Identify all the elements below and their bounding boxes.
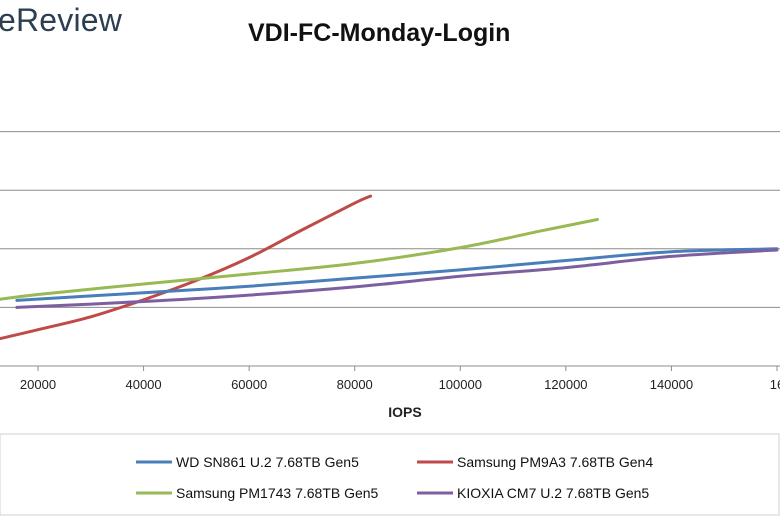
x-tick-label: 40000 [125,377,161,392]
x-tick-label: 60000 [231,377,267,392]
series-line-kioxia-cm7-u-2-7-68tb-gen5 [15,248,779,309]
legend-item-wd-sn861-u-2-7-68tb-gen5: WD SN861 U.2 7.68TB Gen5 [136,454,359,470]
legend: WD SN861 U.2 7.68TB Gen5 Samsung PM9A3 7.… [136,454,653,501]
x-tick-label: 20000 [20,377,56,392]
series-layer [0,194,779,341]
legend-label: WD SN861 U.2 7.68TB Gen5 [176,454,359,470]
x-axis-title: IOPS [388,404,421,420]
brand-logo-text: eReview [0,2,123,38]
legend-item-samsung-pm9a3-7-68tb-gen4: Samsung PM9A3 7.68TB Gen4 [417,454,653,470]
legend-label: KIOXIA CM7 U.2 7.68TB Gen5 [457,485,649,501]
x-tick-label: 140000 [650,377,693,392]
x-tick-label: 16 [770,377,780,392]
legend-label: Samsung PM1743 7.68TB Gen5 [176,485,379,501]
x-tick-layer: 20000 40000 60000 80000 100000 120000 140000 16 [20,366,780,392]
legend-item-kioxia-cm7-u-2-7-68tb-gen5: KIOXIA CM7 U.2 7.68TB Gen5 [417,485,649,501]
legend-item-samsung-pm1743-7-68tb-gen5: Samsung PM1743 7.68TB Gen5 [136,485,379,501]
x-tick-label: 80000 [337,377,373,392]
grid-layer [0,131,780,367]
chart-title: VDI-FC-Monday-Login [248,19,511,47]
series-line-wd-sn861-u-2-7-68tb-gen5 [15,247,779,302]
legend-box [0,433,780,516]
series-line-samsung-pm1743-7-68tb-gen5 [0,218,599,301]
x-tick-label: 120000 [544,377,587,392]
x-tick-label: 100000 [439,377,482,392]
legend-label: Samsung PM9A3 7.68TB Gen4 [457,454,653,470]
